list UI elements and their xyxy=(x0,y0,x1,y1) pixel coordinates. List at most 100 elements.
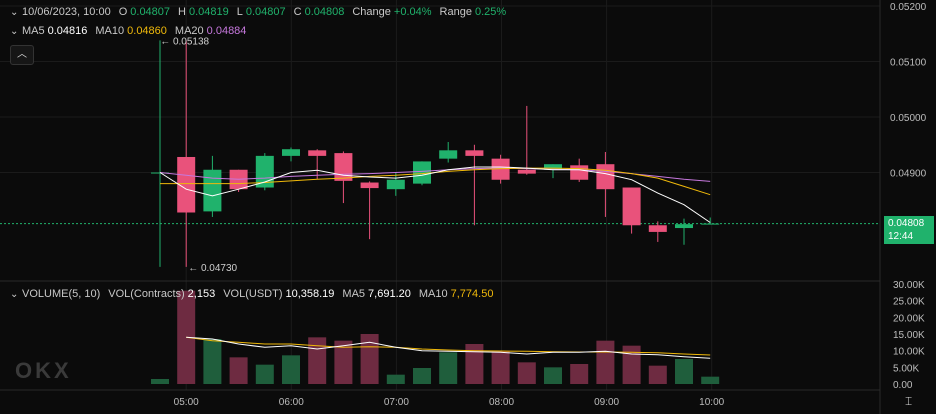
volume-ma5-line xyxy=(186,336,711,359)
time-tick-label: 06:00 xyxy=(279,397,304,408)
volume-bar xyxy=(648,365,667,384)
candle-body xyxy=(517,169,536,174)
candle-body xyxy=(544,164,562,170)
candle-body xyxy=(648,225,667,232)
ma-legend: ⌄ MA5 0.04816 MA10 0.04860 MA20 0.04884 xyxy=(10,25,254,37)
volume-bar xyxy=(413,368,431,384)
vol-ma5-value: 7,691.20 xyxy=(368,288,411,300)
chevron-up-icon: ︿ xyxy=(17,49,27,60)
volume-bar xyxy=(255,364,274,384)
volume-bar xyxy=(596,340,615,384)
close-value: 0.04808 xyxy=(304,6,345,18)
volume-bar xyxy=(622,345,641,384)
chevron-down-icon[interactable]: ⌄ xyxy=(10,25,19,37)
high-value: 0.04819 xyxy=(188,6,229,18)
volume-bar xyxy=(203,339,222,384)
time-tick-label: 07:00 xyxy=(384,397,409,408)
vol-contracts-value: 2,153 xyxy=(187,288,216,300)
time-tick-label: 09:00 xyxy=(594,397,619,408)
volume-title: VOLUME(5, 10) xyxy=(22,288,101,300)
chevron-down-icon[interactable]: ⌄ xyxy=(10,6,19,18)
candle-body xyxy=(465,150,484,156)
price-tick-label: 0.05200 xyxy=(890,2,927,13)
volume-bar xyxy=(282,355,300,384)
low-label: L xyxy=(236,6,243,18)
last-price-tag: 0.04808 12:44 xyxy=(884,216,934,244)
range-label: Range xyxy=(439,6,472,18)
candle-body xyxy=(622,187,641,226)
volume-ma10-line xyxy=(186,336,711,356)
open-value: 0.04807 xyxy=(130,6,171,18)
candle-body xyxy=(282,149,300,156)
cursor-icon[interactable]: ⌶ xyxy=(905,394,913,408)
candle-body xyxy=(255,155,274,188)
volume-tick-label: 5.00K xyxy=(893,363,919,374)
vol-usdt-value: 10,358.19 xyxy=(285,288,335,300)
ma10-value: 0.04860 xyxy=(127,25,167,37)
candle-body xyxy=(701,223,720,225)
low-annotation: ← 0.04730 xyxy=(188,263,237,274)
volume-bar xyxy=(334,340,353,384)
ma5-value: 0.04816 xyxy=(47,25,88,37)
volume-tick-label: 30.00K xyxy=(893,280,925,291)
okx-watermark: OKX xyxy=(15,358,72,383)
ma20-label: MA20 xyxy=(174,25,204,37)
volume-bar xyxy=(465,344,484,384)
volume-bar xyxy=(386,374,405,384)
volume-bar xyxy=(308,337,327,384)
low-value: 0.04807 xyxy=(245,6,286,18)
candle-body xyxy=(596,164,615,190)
collapse-indicators-button[interactable]: ︿ xyxy=(10,45,34,65)
volume-bar xyxy=(701,376,720,384)
ma-lines xyxy=(159,166,711,223)
candle-body xyxy=(439,150,458,159)
ma5-label: MA5 xyxy=(22,25,45,37)
volume-bar xyxy=(517,362,536,384)
candle-countdown: 12:44 xyxy=(888,231,914,242)
volume-bar xyxy=(439,352,458,384)
volume-legend: ⌄ VOLUME(5, 10) VOL(Contracts) 2,153 VOL… xyxy=(10,288,501,300)
high-label: H xyxy=(178,6,186,18)
volume-bar xyxy=(544,367,562,384)
candle-body xyxy=(360,182,379,189)
volume-tick-label: 20.00K xyxy=(893,313,925,324)
high-annotation: ← 0.05138 xyxy=(160,36,209,47)
price-tick-label: 0.05000 xyxy=(890,113,927,124)
volume-tick-label: 15.00K xyxy=(893,330,925,341)
vol-ma10-label: MA10 xyxy=(418,288,448,300)
price-tick-label: 0.05100 xyxy=(890,58,927,69)
time-tick-label: 08:00 xyxy=(489,397,514,408)
ma20-value: 0.04884 xyxy=(206,25,247,37)
candle-body xyxy=(491,158,510,180)
change-label: Change xyxy=(352,6,391,18)
vol-usdt-label: VOL(USDT) xyxy=(223,288,283,300)
range-value: 0.25% xyxy=(474,6,507,18)
price-tick-label: 0.04900 xyxy=(890,169,927,180)
vol-contracts-label: VOL(Contracts) xyxy=(108,288,185,300)
candle-body xyxy=(308,150,327,156)
axis-labels: 0.05200 0.05100 0.05000 0.04900 30.00K 25.00K… xyxy=(174,2,927,408)
volume-bars xyxy=(151,290,720,384)
close-label: C xyxy=(293,6,302,18)
volume-bar xyxy=(675,359,693,384)
candle-body xyxy=(413,161,431,184)
time-tick-label: 10:00 xyxy=(699,397,724,408)
volume-tick-label: 10.00K xyxy=(893,347,925,358)
chevron-down-icon[interactable]: ⌄ xyxy=(10,288,19,300)
last-price-value: 0.04808 xyxy=(888,218,925,229)
candle-body xyxy=(203,169,222,212)
candle-body xyxy=(570,165,589,180)
open-label: O xyxy=(118,6,128,18)
volume-bar xyxy=(491,351,510,384)
vol-ma10-value: 7,774.50 xyxy=(450,288,494,300)
ohlc-legend: ⌄ 10/06/2023, 10:00 O 0.04807 H 0.04819 … xyxy=(10,6,514,18)
change-value: +0.04% xyxy=(393,6,432,18)
volume-tick-label: 0.00 xyxy=(893,380,913,391)
ma5-line xyxy=(159,166,711,223)
time-tick-label: 05:00 xyxy=(174,397,199,408)
ma10-label: MA10 xyxy=(95,25,125,37)
candle-body xyxy=(334,153,353,181)
volume-bar xyxy=(570,364,589,384)
volume-bar xyxy=(229,357,248,384)
